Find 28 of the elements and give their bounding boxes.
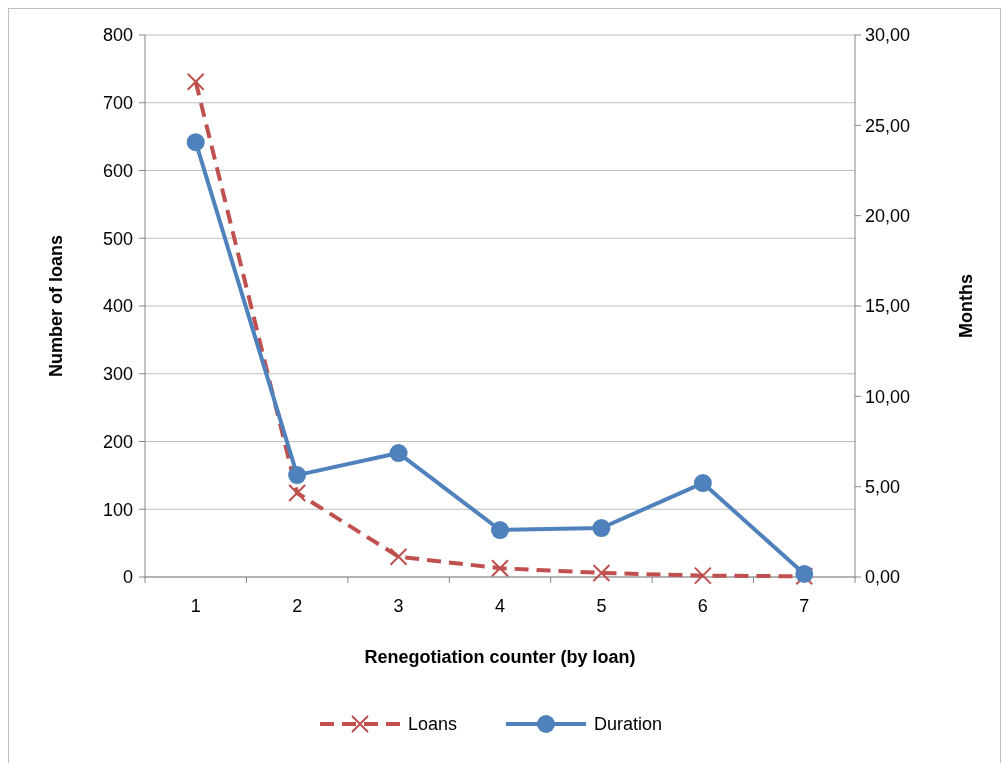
- y2-tick-label: 10,00: [865, 386, 911, 407]
- x-axis-title: Renegotiation counter (by loan): [364, 647, 636, 667]
- y2-tick-label: 0,00: [865, 567, 901, 588]
- y2-tick-label: 30,00: [865, 25, 911, 46]
- y-tick-label: 700: [102, 93, 133, 114]
- y-tick-label: 300: [102, 364, 133, 385]
- y-tick-label: 500: [102, 228, 133, 249]
- y-tick-label: 600: [102, 160, 133, 181]
- x-tick-label: 7: [799, 596, 810, 616]
- x-tick-label: 5: [596, 596, 607, 616]
- y2-tick-label: 5,00: [865, 476, 901, 497]
- x-tick-label: 3: [393, 596, 404, 616]
- y-tick-label: 0: [122, 567, 133, 588]
- legend-label: Loans: [408, 714, 458, 735]
- x-tick-label: 2: [292, 596, 303, 616]
- y-tick-label: 400: [102, 296, 133, 317]
- x-tick-label: 4: [494, 596, 506, 616]
- y-tick-label: 100: [102, 499, 133, 520]
- y2-tick-label: 20,00: [865, 205, 911, 226]
- y2-tick-label: 15,00: [865, 296, 911, 317]
- legend-label: Duration: [594, 714, 663, 735]
- y-tick-label: 200: [102, 431, 133, 452]
- y2-tick-label: 25,00: [865, 115, 911, 136]
- x-tick-label: 6: [697, 596, 708, 616]
- y2-axis-title: Months: [956, 274, 976, 338]
- y-axis-title: Number of loans: [46, 234, 66, 378]
- x-tick-label: 1: [190, 596, 201, 616]
- y-tick-label: 800: [102, 25, 133, 46]
